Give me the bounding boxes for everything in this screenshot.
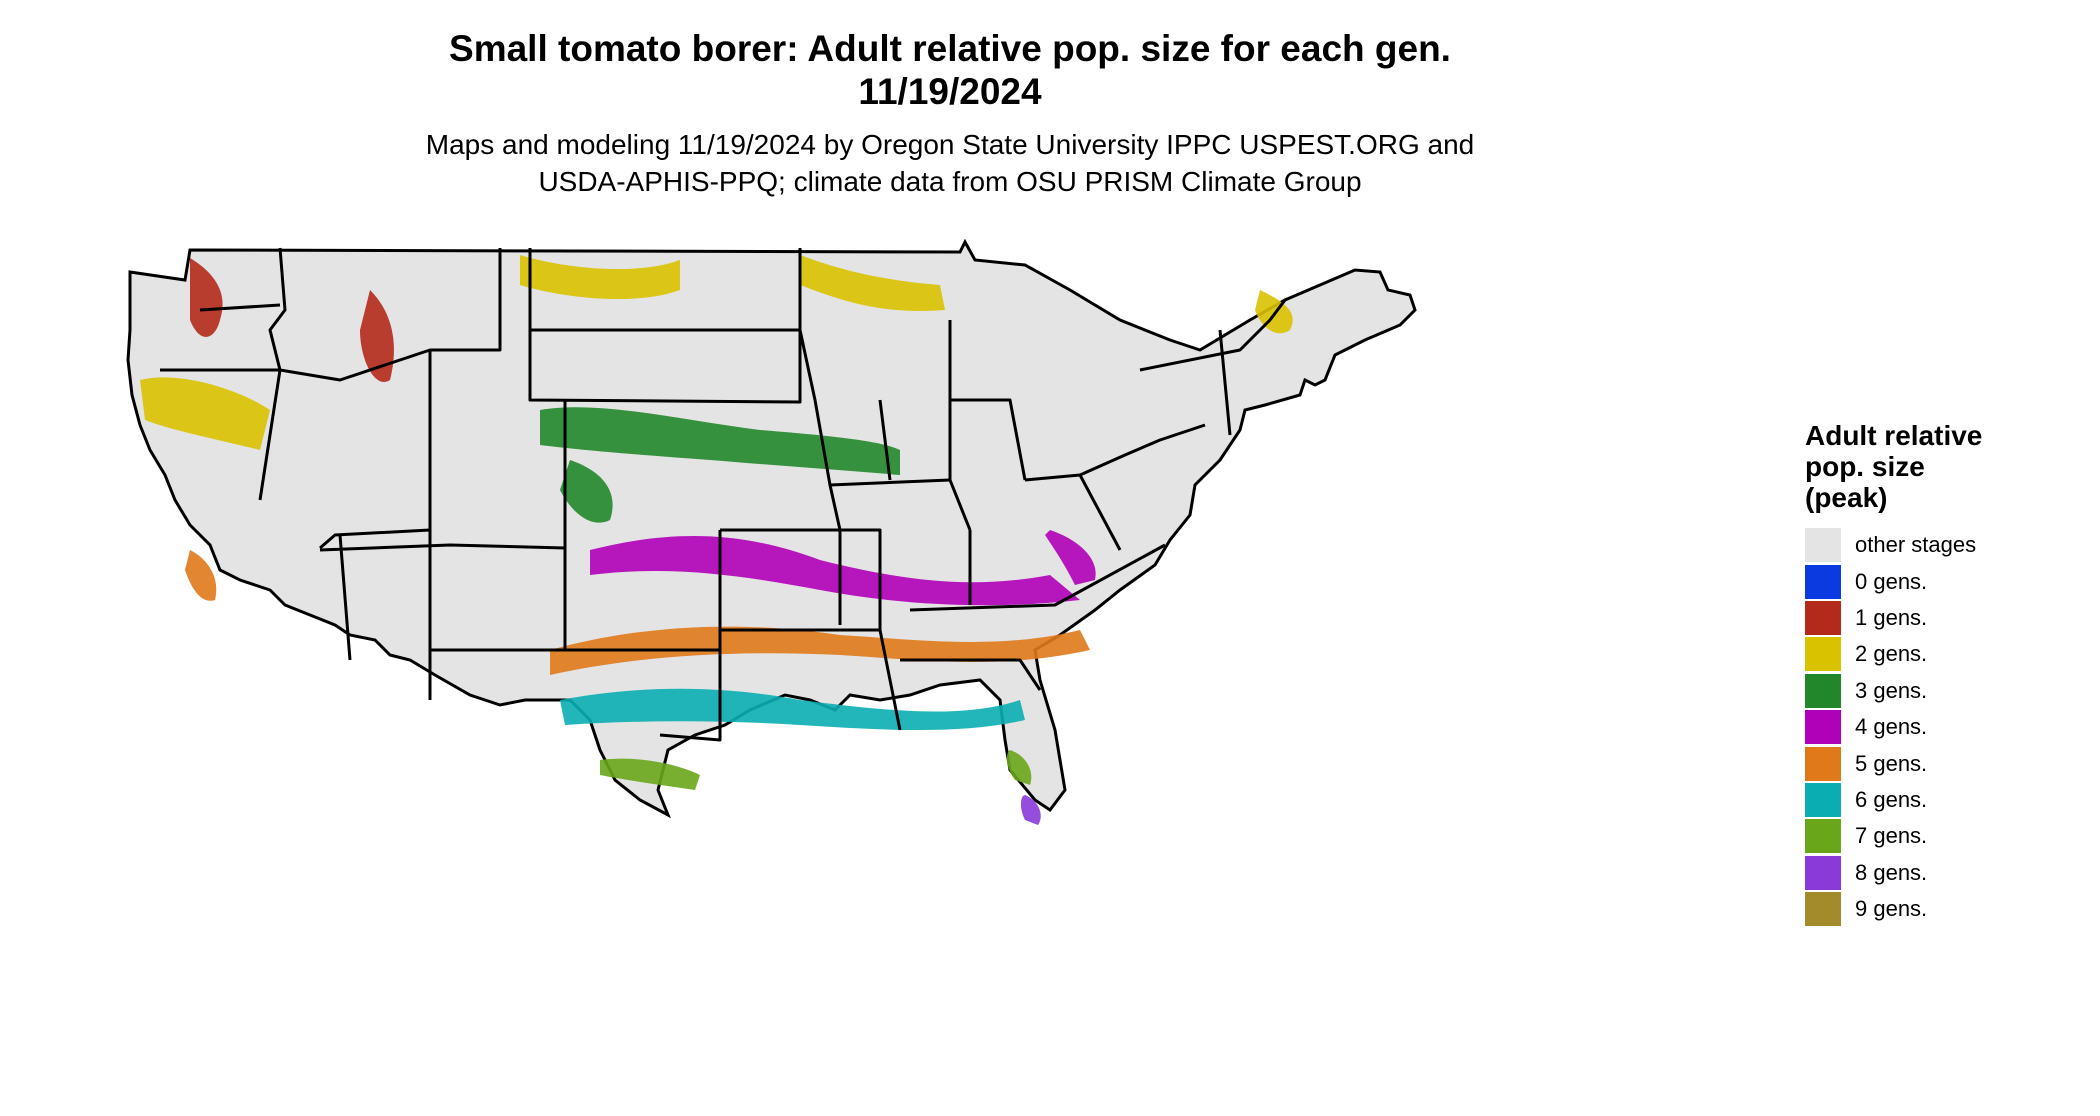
zone-6-gens-gulf	[560, 688, 1025, 730]
subtitle-line2: USDA-APHIS-PPQ; climate data from OSU PR…	[538, 166, 1362, 197]
legend-item: 5 gens.	[1805, 745, 2085, 781]
legend-item: 3 gens.	[1805, 673, 2085, 709]
zone-5-gens-ca	[185, 550, 217, 601]
legend-item: 8 gens.	[1805, 855, 2085, 891]
legend-label: 8 gens.	[1855, 859, 1928, 885]
legend-title-line2: pop. size	[1805, 451, 1925, 482]
zone-2-gens-north	[520, 255, 680, 300]
state-borders	[160, 247, 1287, 742]
zone-2-gens-lakes	[800, 255, 945, 311]
zone-7-gens-tx	[600, 758, 700, 790]
legend-label: 2 gens.	[1855, 641, 1928, 667]
legend-swatch	[1805, 746, 1841, 781]
legend-item: 9 gens.	[1805, 891, 2085, 927]
zone-4-gens-md	[1045, 530, 1096, 585]
zone-2-gens-me	[1255, 290, 1293, 334]
legend-swatch	[1805, 564, 1841, 599]
state-border-nw	[160, 247, 802, 550]
chart-title-line1: Small tomato borer: Adult relative pop. …	[449, 28, 1451, 69]
legend-item: 2 gens.	[1805, 636, 2085, 672]
legend-label: 3 gens.	[1855, 677, 1928, 703]
state-border-east	[878, 299, 1287, 731]
legend-label: 0 gens.	[1855, 568, 1928, 594]
zone-3-gens-co	[560, 460, 613, 523]
legend-item: 6 gens.	[1805, 782, 2085, 818]
legend-item: other stages	[1805, 527, 2085, 563]
zone-1-gens-nw	[190, 258, 223, 337]
legend-item: 7 gens.	[1805, 818, 2085, 854]
legend-label: other stages	[1855, 532, 1977, 558]
us-generations-map	[126, 238, 1417, 825]
legend-item: 4 gens.	[1805, 709, 2085, 745]
subtitle-line1: Maps and modeling 11/19/2024 by Oregon S…	[425, 129, 1475, 160]
legend-item: 0 gens.	[1805, 563, 2085, 599]
legend-swatch	[1805, 600, 1841, 635]
zone-1-gens-rockies	[360, 290, 394, 382]
legend-label: 6 gens.	[1855, 786, 1928, 812]
legend-item: 1 gens.	[1805, 600, 2085, 636]
legend-label: 1 gens.	[1855, 604, 1928, 630]
legend-swatch	[1805, 710, 1841, 745]
zone-5-gens-south	[550, 626, 1090, 675]
legend-swatch	[1805, 892, 1841, 927]
legend-swatch	[1805, 637, 1841, 672]
zone-8-gens-fl	[1020, 795, 1041, 825]
legend-label: 4 gens.	[1855, 714, 1928, 740]
legend-title-line3: (peak)	[1805, 482, 1888, 513]
chart-title-line2: 11/19/2024	[858, 71, 1042, 112]
zone-3-gens-plains	[540, 407, 900, 475]
legend-swatch	[1805, 855, 1841, 890]
legend-label: 5 gens.	[1855, 750, 1928, 776]
legend-swatch	[1805, 819, 1841, 854]
zone-7-gens-fl	[1006, 750, 1032, 785]
legend-swatch	[1805, 528, 1841, 563]
state-border-central	[319, 329, 972, 742]
legend-swatch	[1805, 782, 1841, 817]
legend-label: 7 gens.	[1855, 823, 1928, 849]
legend-title: Adult relative pop. size (peak)	[1805, 420, 2085, 513]
legend-label: 9 gens.	[1855, 896, 1928, 922]
legend: Adult relative pop. size (peak) other st…	[1805, 420, 2085, 927]
zone-2-gens-or	[140, 377, 270, 450]
generation-zones	[140, 255, 1293, 825]
legend-title-line1: Adult relative	[1805, 420, 1983, 451]
legend-items: other stages 0 gens. 1 gens. 2 gens. 3 gens.…	[1805, 527, 2085, 927]
legend-swatch	[1805, 673, 1841, 708]
zone-4-gens-mid	[590, 536, 1080, 606]
